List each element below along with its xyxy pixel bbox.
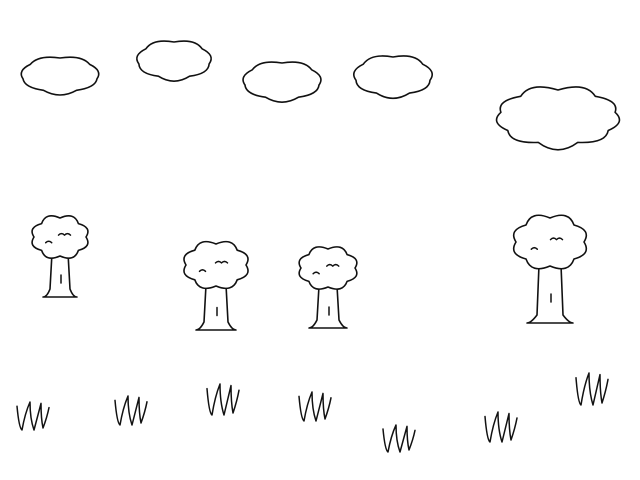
cloud-1 [20, 56, 100, 96]
clouds-group [20, 40, 621, 151]
grass-tuft-5 [382, 424, 416, 453]
grass-tuft-7 [575, 372, 609, 406]
cloud-4 [353, 55, 433, 100]
tree-1-leaf-marks [44, 232, 72, 244]
grass-tuft-2 [114, 395, 148, 426]
cloud-3 [242, 61, 322, 103]
cloud-5 [495, 86, 621, 151]
tree-2-trunk [195, 284, 237, 331]
tree-4-leaf-marks [530, 237, 564, 250]
tree-1-trunk [42, 252, 78, 298]
tree-2 [183, 240, 249, 331]
tree-3-trunk [308, 285, 348, 329]
tree-2-canopy [183, 240, 249, 290]
tree-4-trunk [526, 264, 574, 324]
tree-3-leaf-marks [312, 263, 340, 275]
tree-3 [298, 246, 358, 329]
trees-group [31, 214, 588, 331]
grass-tuft-1 [16, 401, 50, 431]
tree-3-canopy [298, 246, 358, 290]
grass-tuft-3 [206, 383, 240, 416]
tree-4 [512, 214, 588, 324]
cloud-2 [136, 40, 212, 82]
grass-tuft-4 [298, 391, 332, 422]
tree-4-canopy [512, 214, 588, 270]
grass-tuft-6 [484, 411, 518, 443]
tree-1-canopy [31, 215, 89, 259]
tree-1 [31, 215, 89, 298]
grass-group [16, 372, 609, 453]
tree-2-leaf-marks [198, 260, 229, 273]
